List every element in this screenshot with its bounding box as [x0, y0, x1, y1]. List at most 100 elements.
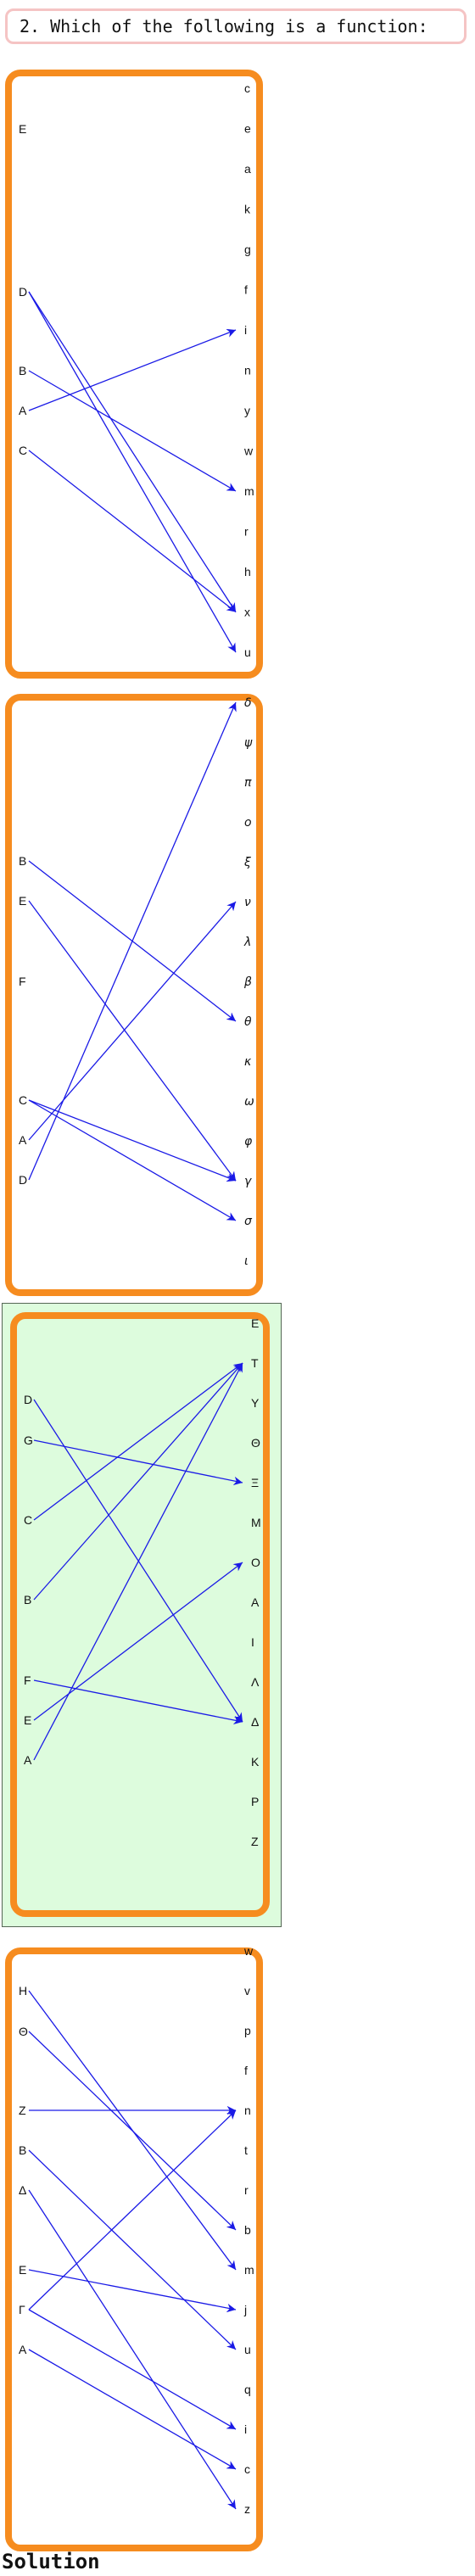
panel-2-codomain-label: γ — [244, 1175, 252, 1188]
panel-1-domain-label: C — [19, 444, 27, 457]
panel-1-codomain-label: g — [244, 243, 251, 256]
panel-4-arrow — [28, 2189, 237, 2510]
panel-1-codomain-label: k — [244, 203, 251, 216]
panel-2-codomain-label: β — [243, 975, 252, 989]
panel-4-codomain-label: m — [244, 2263, 254, 2277]
panel-1-codomain-label: i — [244, 323, 247, 337]
panel-4-arrow — [28, 2031, 237, 2231]
panel-4-codomain-label: u — [244, 2343, 251, 2356]
panel-1-codomain-label: x — [244, 606, 250, 619]
panel-1-codomain-label: e — [244, 122, 251, 136]
panel-1-arrow — [28, 291, 237, 612]
panel-3-codomain-label: A — [251, 1595, 260, 1609]
panel-2-codomain-label: φ — [244, 1135, 253, 1148]
panel-1-box — [5, 70, 263, 679]
panel-4-box — [5, 1947, 263, 2551]
panel-4-codomain-label: p — [244, 2024, 251, 2037]
panel-3-codomain-label: K — [251, 1755, 260, 1769]
panel-1-codomain-label: h — [244, 565, 251, 578]
panel-3-codomain-label: E — [251, 1316, 259, 1330]
panel-2-arrow — [28, 701, 237, 1181]
panel-4-codomain-label: r — [244, 2183, 249, 2197]
panel-4-arrow — [28, 2309, 237, 2430]
panel-3-arrow — [33, 1439, 243, 1486]
panel-3-codomain-label: Δ — [251, 1715, 259, 1729]
panel-2-codomain-label: δ — [244, 696, 252, 710]
panel-2-codomain-label: ο — [244, 816, 252, 830]
panel-3-domain-label: D — [24, 1393, 32, 1406]
panel-2-arrow — [28, 1099, 237, 1182]
panel-3-codomain-label: P — [251, 1795, 259, 1808]
panel-4-domain-label: Γ — [19, 2303, 25, 2316]
panel-1-arrow — [28, 450, 237, 613]
panel-3-arrow — [33, 1679, 243, 1725]
panel-2-codomain-label: ν — [244, 896, 251, 909]
panel-4-codomain-label: f — [244, 2064, 248, 2077]
panel-1-codomain-label: r — [244, 525, 249, 539]
panel-1-codomain-label: u — [244, 645, 251, 659]
panel-3-arrow — [33, 1362, 243, 1601]
panel-3-codomain-label: Θ — [251, 1436, 260, 1450]
panel-4-codomain-label: z — [244, 2502, 250, 2516]
panel-3-box — [10, 1312, 270, 1917]
panel-2-codomain-label: ω — [244, 1095, 254, 1109]
panel-2-codomain-label: σ — [244, 1215, 253, 1228]
panel-4-arrow — [28, 2349, 237, 2470]
panel-4-codomain-label: w — [243, 1944, 254, 1958]
panel-2-box — [5, 694, 263, 1296]
panel-4-codomain-label: v — [244, 1984, 250, 1998]
panel-2-domain-label: F — [19, 975, 26, 988]
panel-1-codomain-label: a — [244, 162, 251, 176]
panel-4-domain-label: B — [19, 2143, 26, 2157]
panel-2-arrow — [28, 901, 237, 1141]
panel-2-domain-label: B — [19, 854, 26, 868]
panel-1-codomain-label: y — [244, 404, 250, 417]
panel-3-domain-label: F — [24, 1674, 31, 1687]
panel-1-domain-label: B — [19, 364, 26, 377]
panel-3-codomain-label: Z — [251, 1835, 259, 1848]
panel-2-domain-label: E — [19, 894, 26, 908]
panel-4-domain-label: A — [19, 2343, 27, 2356]
panel-2-codomain-label: κ — [244, 1055, 252, 1069]
panel-4-arrow — [28, 2269, 237, 2313]
panel-2-arrow — [28, 900, 237, 1182]
panel-2-codomain-label: ψ — [244, 736, 253, 750]
panel-3-codomain-label: Λ — [251, 1675, 260, 1689]
panel-4-codomain-label: b — [244, 2223, 251, 2237]
panel-1-domain-label: A — [19, 404, 27, 417]
panel-1-codomain-label: w — [243, 444, 254, 458]
panel-2-arrow — [28, 1099, 237, 1221]
panel-2-codomain-label: ι — [244, 1254, 249, 1268]
panel-2-domain-label: D — [19, 1173, 27, 1187]
panel-3-codomain-label: T — [251, 1356, 259, 1370]
panel-3-domain-label: A — [24, 1753, 32, 1767]
panel-3-domain-label: B — [24, 1593, 31, 1607]
panel-2-codomain-label: π — [244, 776, 252, 790]
panel-3-domain-label: E — [24, 1713, 31, 1727]
panel-3-codomain-label: Ξ — [251, 1476, 259, 1489]
panel-4-domain-label: Δ — [19, 2183, 26, 2197]
panel-2-domain-label: C — [19, 1093, 27, 1107]
panel-4-domain-label: Θ — [19, 2025, 28, 2038]
panel-1-arrow — [28, 370, 237, 492]
panel-4-domain-label: Z — [19, 2104, 26, 2117]
panel-4-arrow — [28, 2109, 237, 2311]
panel-1-arrow — [28, 291, 237, 653]
panel-1-codomain-label: f — [244, 283, 248, 297]
panel-4-domain-label: E — [19, 2263, 26, 2277]
panel-2-codomain-label: ξ — [243, 856, 251, 869]
solution-heading: Solution — [2, 2550, 100, 2573]
panel-3-arrow — [33, 1562, 243, 1721]
panel-3-arrow — [33, 1362, 243, 1761]
panel-3-domain-label: G — [24, 1433, 33, 1447]
question-text: 2. Which of the following is a function: — [5, 8, 467, 44]
panel-4-arrow — [28, 2149, 237, 2350]
panel-2-domain-label: A — [19, 1133, 27, 1147]
panel-3-arrow — [33, 1362, 243, 1521]
panel-1-codomain-label: n — [244, 364, 251, 377]
panel-3-codomain-label: Y — [251, 1396, 260, 1410]
panel-1-codomain-label: c — [244, 81, 250, 95]
panel-1-domain-label: E — [19, 122, 26, 136]
panel-3-codomain-label: I — [251, 1635, 254, 1649]
